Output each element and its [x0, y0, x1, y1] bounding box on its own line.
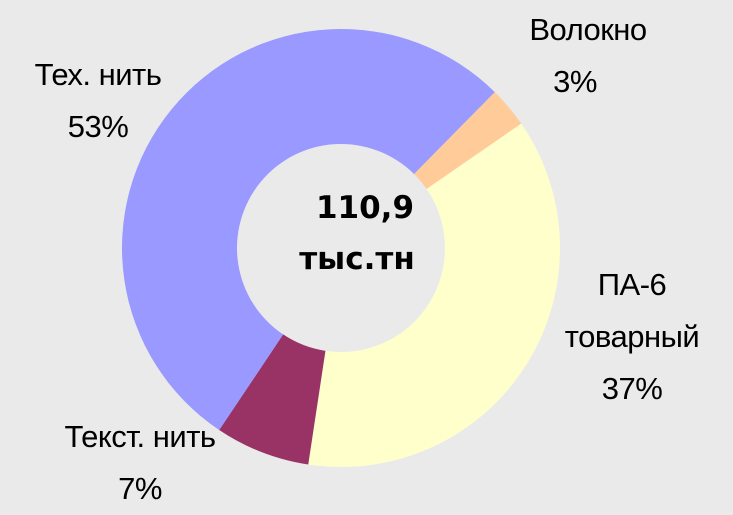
- slice-label: Волокно 3%: [529, 4, 647, 108]
- wedge: [121, 28, 495, 430]
- category-label: Волокно: [529, 12, 647, 47]
- value-label: 53%: [67, 109, 129, 144]
- page: 110,9 тыс.тн (() => { const data = JSON.…: [34, 4, 727, 506]
- category-label: ПА-6 товарный: [564, 267, 700, 354]
- slice-label: ПА-6 товарный 37%: [537, 259, 727, 415]
- slice-label: Тех. нить 53%: [35, 49, 162, 153]
- value-label: 3%: [553, 64, 597, 99]
- category-label: Текст. нить: [64, 419, 216, 454]
- wedge: [414, 92, 522, 189]
- center-value: 110,9: [316, 190, 414, 226]
- value-label: 7%: [118, 471, 162, 506]
- chart: 110,9 тыс.тн: [121, 28, 560, 468]
- slice-label: Текст. нить 7%: [64, 411, 216, 515]
- value-label: 37%: [601, 371, 663, 406]
- donut: [121, 28, 560, 468]
- wedge: [308, 123, 560, 468]
- category-label: Тех. нить: [34, 57, 162, 92]
- center-unit: тыс.тн: [299, 241, 415, 277]
- wedge: [219, 334, 326, 465]
